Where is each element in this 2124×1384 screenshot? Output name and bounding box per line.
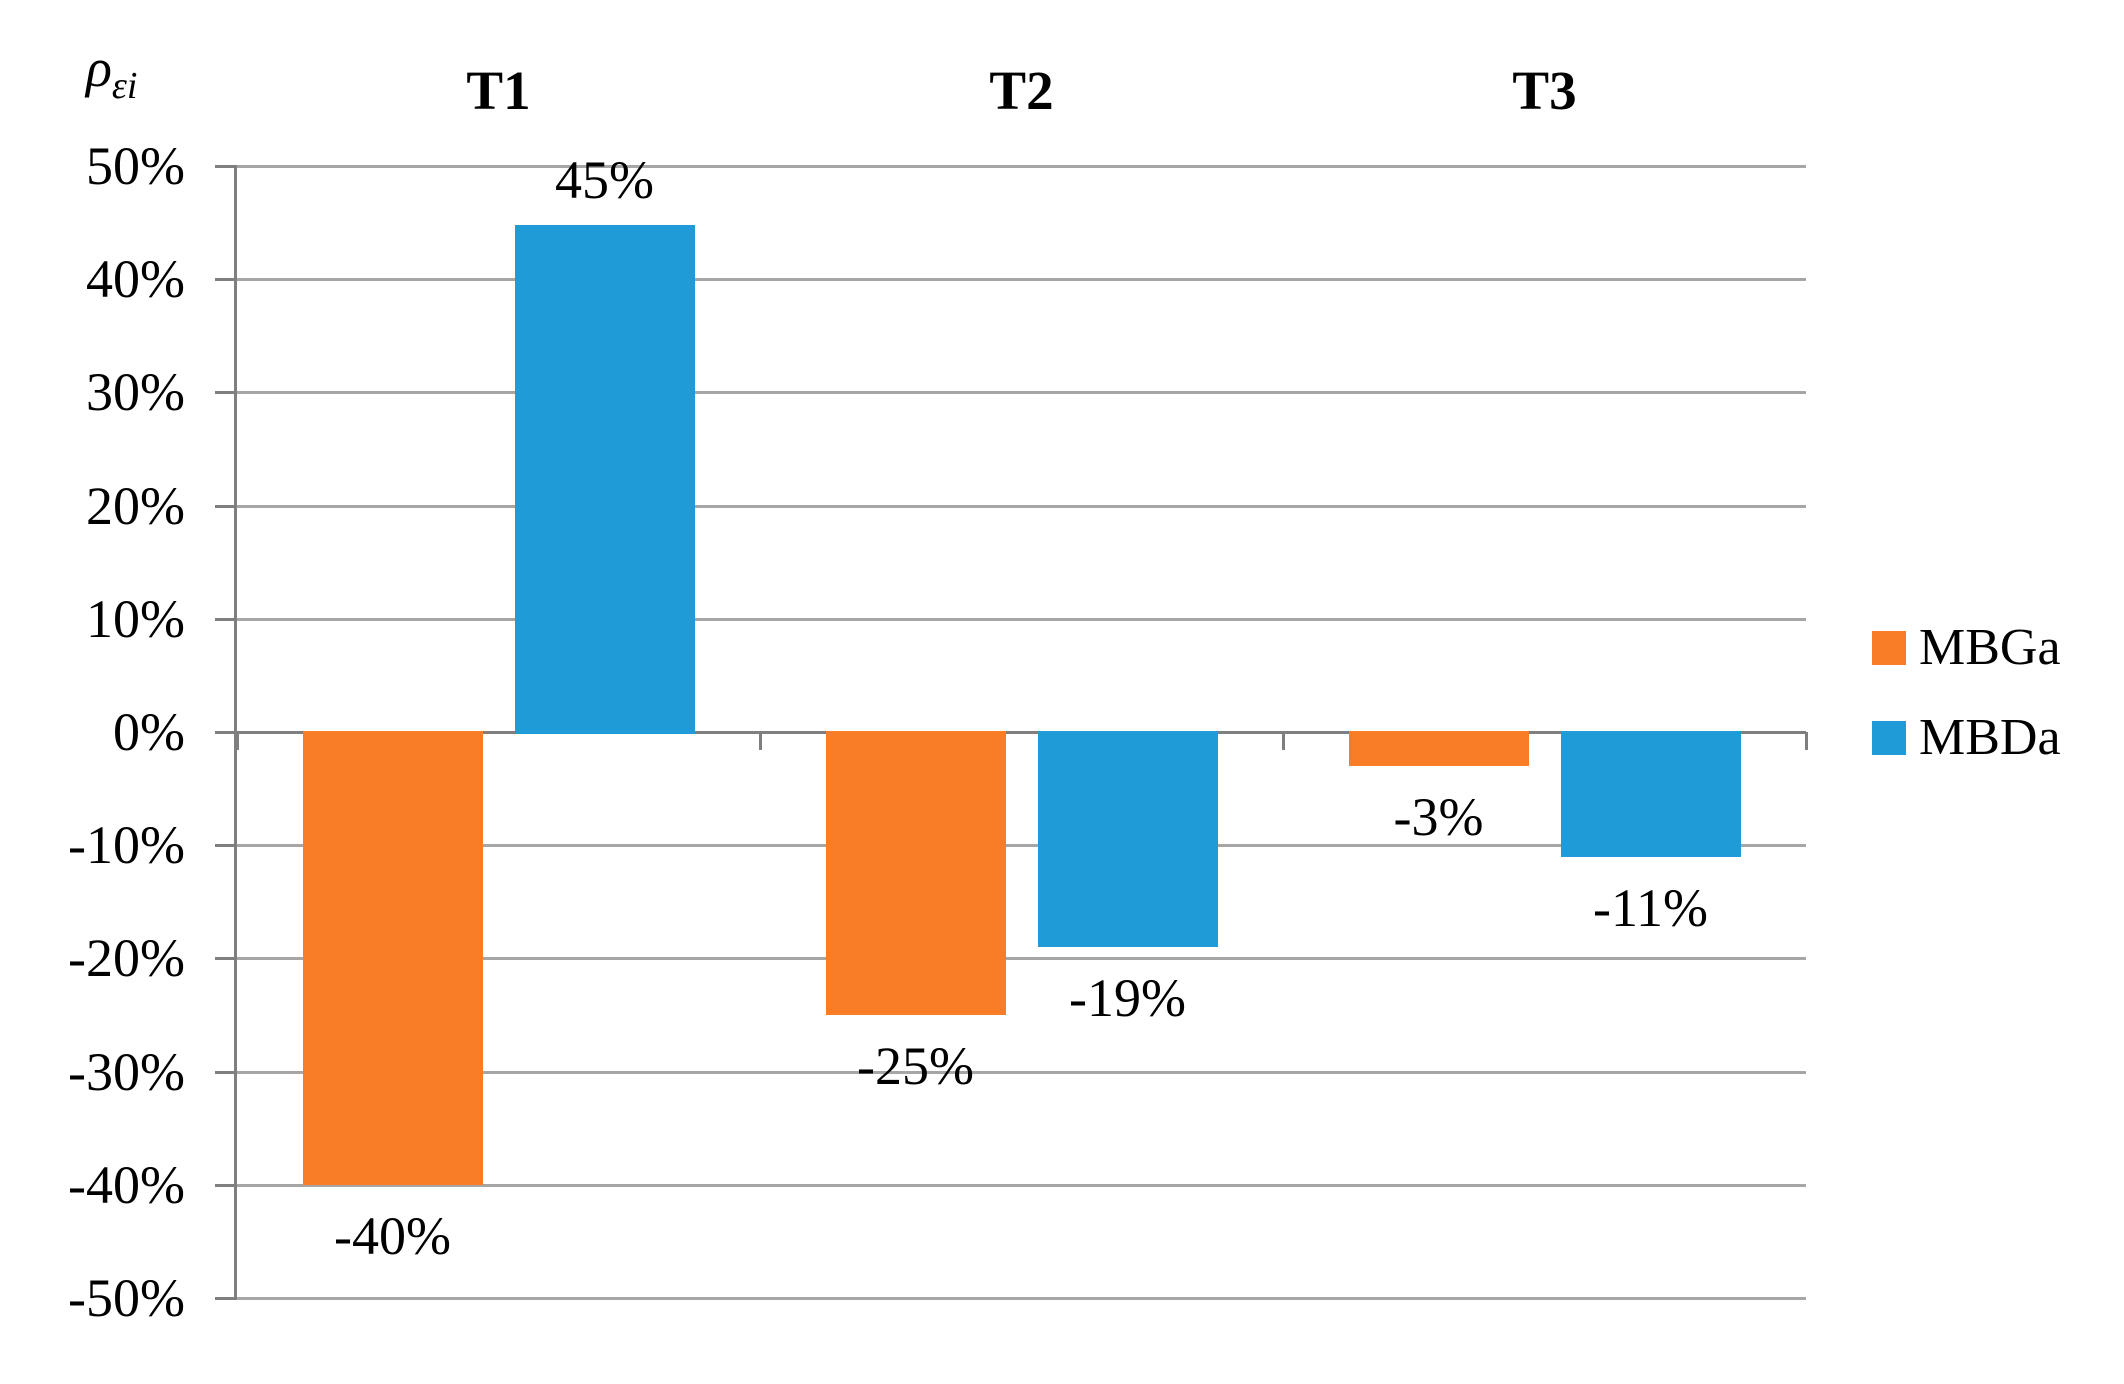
- data-label-mbda-t1: 45%: [555, 149, 654, 210]
- gridline-20%: [237, 504, 1806, 508]
- bar-mbga-t2: [825, 731, 1006, 1015]
- y-tick-mark-20%: [215, 504, 234, 508]
- category-label-t3: T3: [1512, 60, 1577, 121]
- y-tick-mark--20%: [215, 957, 234, 961]
- y-tick-label-10%: 10%: [86, 588, 185, 649]
- gridline-30%: [237, 391, 1806, 395]
- y-axis-title: ρεi: [86, 38, 137, 116]
- data-label-mbda-t3: -11%: [1593, 877, 1708, 938]
- category-label-t1: T1: [466, 60, 531, 121]
- data-label-mbga-t3: -3%: [1393, 786, 1484, 847]
- gridline--50%: [237, 1297, 1806, 1300]
- legend-label-mbga: MBGa: [1919, 619, 2061, 676]
- category-tick-mark-1: [759, 732, 762, 750]
- data-label-mbga-t2: -25%: [857, 1036, 974, 1096]
- y-tick-mark--40%: [215, 1183, 234, 1187]
- category-tick-mark-0: [236, 732, 239, 750]
- y-tick-label-30%: 30%: [86, 362, 185, 423]
- y-tick-label-0%: 0%: [113, 702, 185, 762]
- y-axis-title-subscript: εi: [111, 65, 138, 107]
- y-tick-label--20%: -20%: [68, 928, 185, 989]
- legend-swatch-mbga: [1872, 631, 1906, 665]
- gridline--10%: [237, 844, 1806, 848]
- data-label-mbga-t1: -40%: [334, 1205, 451, 1266]
- y-tick-mark-10%: [215, 617, 234, 621]
- y-axis-title-symbol: ρ: [86, 38, 112, 98]
- y-axis-line: [234, 165, 237, 1300]
- gridline-40%: [237, 278, 1806, 282]
- y-tick-mark-30%: [215, 391, 234, 395]
- legend-item-mbga: MBGa: [1872, 615, 2061, 681]
- y-tick-mark--10%: [215, 844, 234, 848]
- x-axis-line: [237, 731, 1806, 734]
- bar-mbda-t1: [514, 224, 695, 734]
- bar-mbda-t2: [1037, 731, 1218, 948]
- y-tick-label-20%: 20%: [86, 475, 185, 536]
- data-label-mbda-t2: -19%: [1069, 968, 1186, 1029]
- y-tick-mark-0%: [215, 731, 234, 734]
- y-tick-mark-40%: [215, 278, 234, 282]
- gridline--30%: [237, 1070, 1806, 1074]
- gridline-50%: [237, 165, 1806, 168]
- bar-mbda-t3: [1560, 731, 1741, 857]
- y-tick-label--30%: -30%: [68, 1041, 185, 1102]
- bar-mbga-t1: [302, 731, 483, 1185]
- category-tick-mark-2: [1282, 732, 1285, 750]
- y-tick-mark--30%: [215, 1070, 234, 1074]
- y-tick-label-50%: 50%: [86, 136, 185, 196]
- gridline-10%: [237, 617, 1806, 621]
- gridline--40%: [237, 1183, 1806, 1187]
- legend-item-mbda: MBDa: [1872, 705, 2061, 771]
- bar-mbga-t3: [1348, 731, 1529, 766]
- y-tick-label-40%: 40%: [86, 249, 185, 310]
- y-tick-mark-50%: [215, 165, 234, 168]
- y-tick-mark--50%: [215, 1297, 234, 1300]
- legend-swatch-mbda: [1872, 721, 1906, 755]
- legend-label-mbda: MBDa: [1919, 709, 2061, 766]
- y-tick-label--50%: -50%: [68, 1268, 185, 1328]
- y-tick-label--40%: -40%: [68, 1154, 185, 1215]
- gridline--20%: [237, 957, 1806, 961]
- category-tick-mark-3: [1805, 732, 1808, 750]
- y-tick-label--10%: -10%: [68, 815, 185, 876]
- category-label-t2: T2: [989, 60, 1054, 121]
